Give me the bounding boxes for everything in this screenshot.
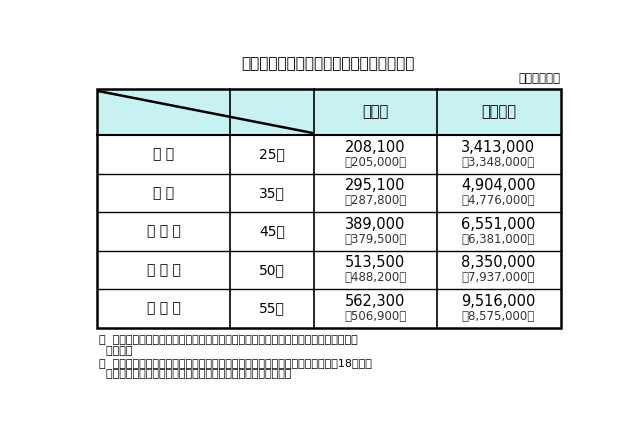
Text: 6,551,000: 6,551,000 [461,217,536,232]
Text: （488,200）: （488,200） [344,271,406,284]
Text: 部 長 級: 部 長 級 [147,301,180,315]
Text: 25歳: 25歳 [259,147,285,161]
Text: 389,000: 389,000 [345,217,406,232]
Text: （4,776,000）: （4,776,000） [461,194,535,207]
Text: 3,413,000: 3,413,000 [461,140,536,155]
Text: 35歳: 35歳 [259,186,285,200]
Text: （8,575,000）: （8,575,000） [462,310,535,322]
Text: 課 長 級: 課 長 級 [147,263,180,277]
Text: 4,904,000: 4,904,000 [461,178,536,194]
Text: 年間給与: 年間給与 [481,104,516,120]
Text: （379,500）: （379,500） [344,233,406,246]
Bar [97,89,561,135]
Text: います。: います。 [99,346,132,356]
Text: により減額されており、（　）内の額は減額措置後の額です。: により減額されており、（ ）内の額は減額措置後の額です。 [99,369,291,379]
Text: （3,348,000）: （3,348,000） [462,156,535,169]
Text: （7,937,000）: （7,937,000） [461,271,535,284]
Text: 513,500: 513,500 [345,256,405,270]
Text: 【行政職給料表適用職員のモデル給与例】: 【行政職給料表適用職員のモデル給与例】 [241,56,415,71]
Text: （205,000）: （205,000） [344,156,406,169]
Text: 8,350,000: 8,350,000 [461,256,536,270]
Text: 295,100: 295,100 [345,178,406,194]
Bar [97,89,561,328]
Text: 50歳: 50歳 [259,263,285,277]
Text: 45歳: 45歳 [259,224,285,239]
Text: 係 員: 係 員 [153,147,174,161]
Text: （506,900）: （506,900） [344,310,406,322]
Text: 〇  職員の給与は、「知事等の給与の特例に関する条例（令和元年新潟県条例第18号）」: 〇 職員の給与は、「知事等の給与の特例に関する条例（令和元年新潟県条例第18号）… [99,359,371,368]
Text: （287,800）: （287,800） [344,194,406,207]
Text: 208,100: 208,100 [345,140,406,155]
Text: （単位：円）: （単位：円） [518,72,561,85]
Text: 月　額: 月 額 [362,104,388,120]
Text: 補 佐 級: 補 佐 級 [147,224,180,239]
Text: 主 任: 主 任 [153,186,174,200]
Text: 9,516,000: 9,516,000 [461,294,536,309]
Text: （6,381,000）: （6,381,000） [462,233,535,246]
Text: 55歳: 55歳 [259,301,285,315]
Text: 〇  モデル給与の月額及び年間給与は、給料、地域手当、管理職手当を基礎に算出して: 〇 モデル給与の月額及び年間給与は、給料、地域手当、管理職手当を基礎に算出して [99,335,357,345]
Text: 562,300: 562,300 [345,294,406,309]
Bar [97,135,561,328]
